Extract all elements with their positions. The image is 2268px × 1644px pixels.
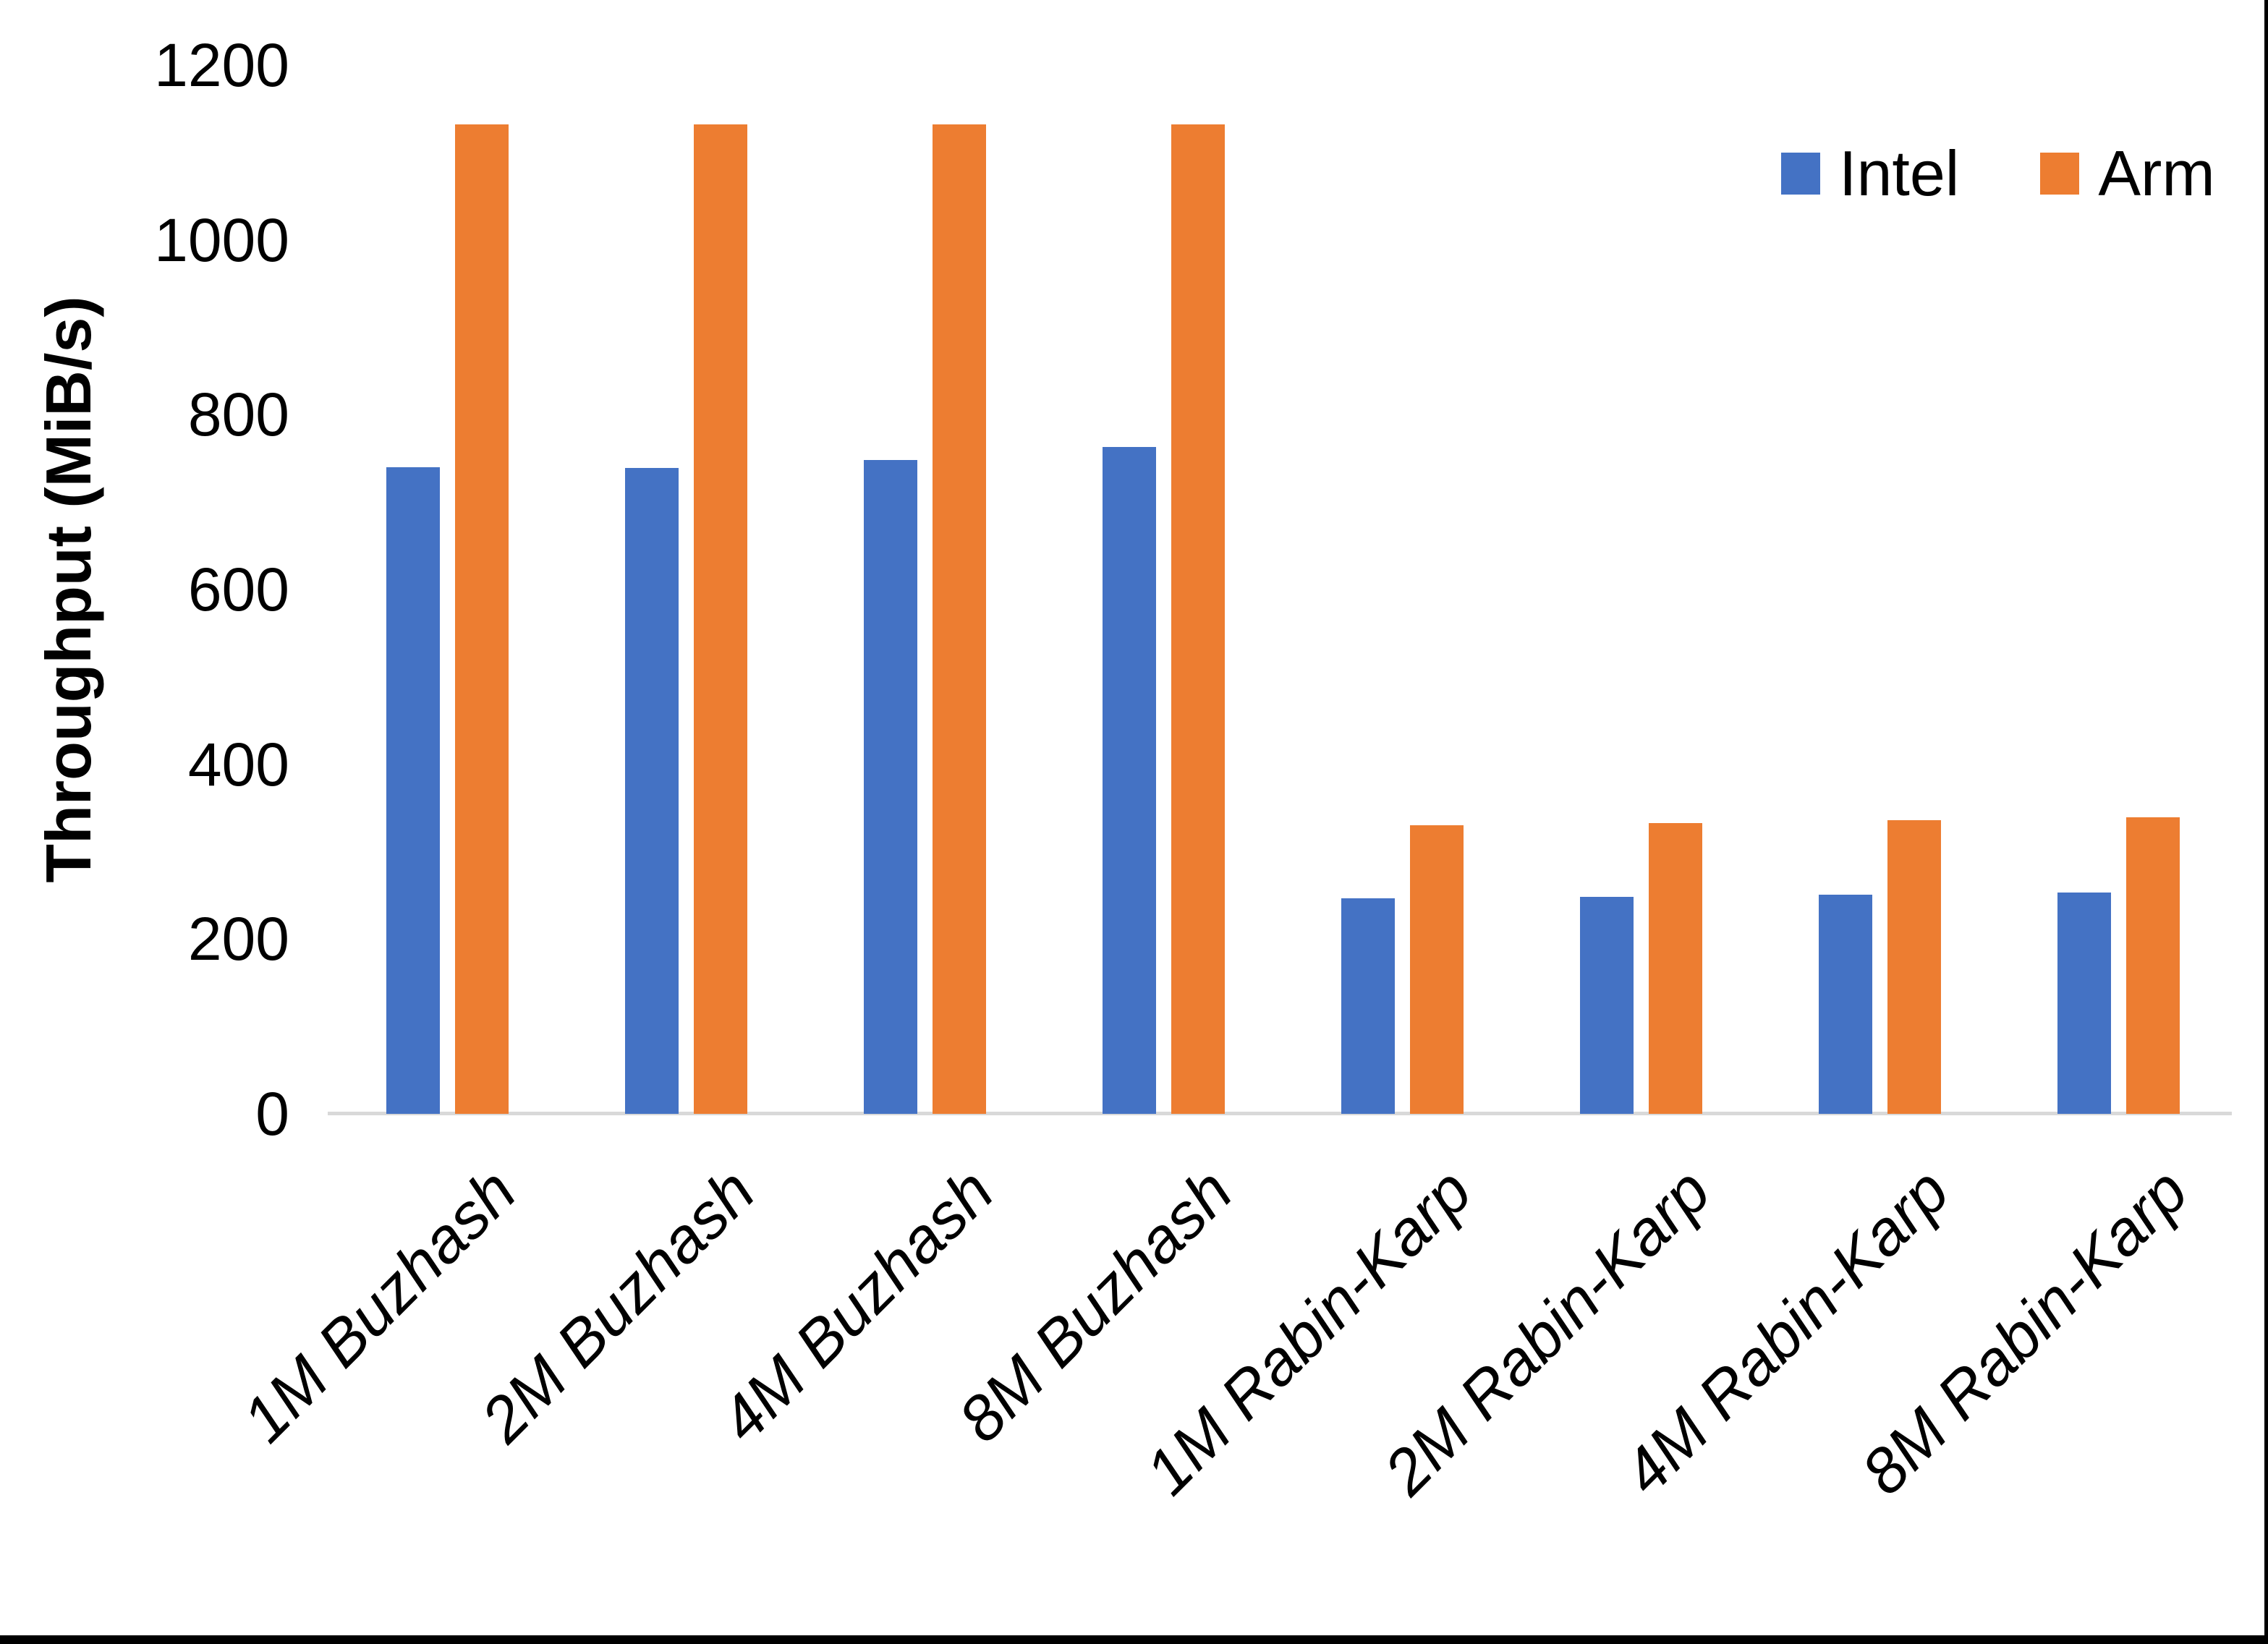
y-axis-tick-400: 400	[187, 730, 289, 798]
bar-intel-8m-buzhash	[1103, 447, 1156, 1114]
bar-arm-1m-buzhash	[455, 124, 509, 1114]
x-axis-label-2m-buzhash: 2M Buzhash	[0, 1155, 768, 1456]
legend-item-intel: Intel	[1781, 139, 1959, 208]
bar-intel-4m-buzhash	[864, 460, 917, 1114]
legend-label-arm: Arm	[2098, 137, 2215, 209]
x-axis-label-text: 4M Rabin-Karp	[1608, 1154, 1963, 1509]
x-axis-label-text: 1M Buzhash	[229, 1154, 530, 1456]
bar-arm-2m-buzhash	[694, 124, 747, 1114]
y-axis-tick-1200: 1200	[154, 31, 289, 99]
legend-swatch-arm	[2040, 153, 2080, 195]
x-axis-label-2m-rabin-karp: 2M Rabin-Karp	[951, 1155, 1723, 1508]
y-axis-tick-1000: 1000	[154, 205, 289, 274]
legend-label-intel: Intel	[1839, 137, 1960, 209]
x-axis-label-8m-rabin-karp: 8M Rabin-Karp	[1428, 1155, 2201, 1508]
x-axis-label-text: 4M Buzhash	[706, 1154, 1008, 1456]
bar-arm-8m-rabin-karp	[2126, 817, 2180, 1114]
y-axis-tick-800: 800	[187, 380, 289, 449]
x-axis-label-text: 2M Buzhash	[467, 1154, 769, 1456]
bar-arm-4m-rabin-karp	[1887, 820, 1941, 1114]
x-axis-line	[328, 1112, 2232, 1115]
bar-arm-4m-buzhash	[933, 124, 986, 1114]
bar-intel-2m-rabin-karp	[1580, 897, 1634, 1114]
y-axis-tick-600: 600	[187, 555, 289, 623]
legend-swatch-intel	[1781, 153, 1820, 195]
x-axis-label-text: 2M Rabin-Karp	[1369, 1154, 1724, 1509]
x-axis-label-8m-buzhash: 8M Buzhash	[473, 1155, 1246, 1456]
x-axis-label-text: 8M Buzhash	[945, 1154, 1246, 1456]
y-axis-tick-0: 0	[255, 1080, 289, 1148]
x-axis-label-1m-buzhash: 1M Buzhash	[0, 1155, 530, 1456]
bar-intel-8m-rabin-karp	[2057, 893, 2111, 1114]
bar-intel-2m-buzhash	[625, 468, 679, 1114]
legend-item-arm: Arm	[2040, 137, 2215, 209]
x-axis-label-text: 1M Rabin-Karp	[1131, 1154, 1485, 1509]
x-axis-label-4m-buzhash: 4M Buzhash	[234, 1155, 1007, 1456]
bar-arm-1m-rabin-karp	[1410, 825, 1464, 1114]
bar-intel-1m-rabin-karp	[1341, 898, 1395, 1114]
x-axis-label-1m-rabin-karp: 1M Rabin-Karp	[712, 1155, 1485, 1508]
y-axis-tick-200: 200	[187, 905, 289, 974]
bar-arm-8m-buzhash	[1171, 124, 1225, 1114]
bar-arm-2m-rabin-karp	[1649, 822, 1702, 1114]
x-axis-label-4m-rabin-karp: 4M Rabin-Karp	[1189, 1155, 1962, 1508]
bar-intel-1m-buzhash	[386, 467, 440, 1114]
legend: Intel Arm	[1781, 139, 2215, 208]
x-axis-label-text: 8M Rabin-Karp	[1847, 1154, 2201, 1509]
bar-intel-4m-rabin-karp	[1819, 894, 1872, 1114]
